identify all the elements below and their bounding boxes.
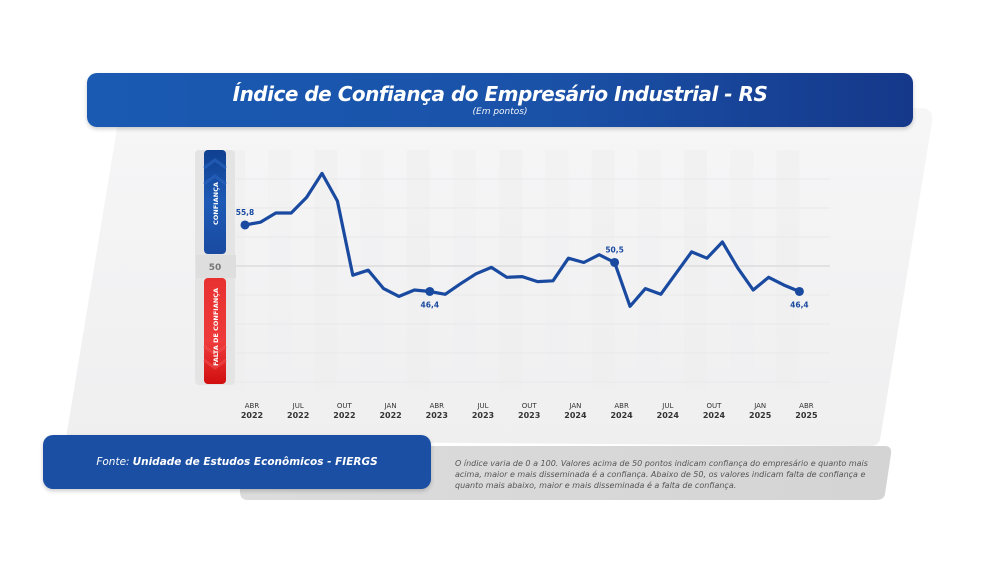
x-tick-label: JUL 2024 bbox=[648, 402, 688, 420]
column-bands bbox=[222, 150, 800, 390]
x-tick-label: ABR 2022 bbox=[232, 402, 272, 420]
gauge-no-confidence-bar bbox=[204, 278, 226, 384]
gauge-threshold-box bbox=[196, 255, 236, 278]
chart-title: Índice de Confiança do Empresário Indust… bbox=[232, 82, 768, 106]
x-tick-year: 2024 bbox=[610, 411, 633, 420]
x-tick-label: JAN 2024 bbox=[555, 402, 595, 420]
x-tick-year: 2022 bbox=[333, 411, 356, 420]
x-tick-month: JUL bbox=[477, 402, 489, 410]
column-band bbox=[360, 150, 384, 390]
x-tick-month: JAN bbox=[754, 402, 767, 410]
x-tick-year: 2024 bbox=[564, 411, 587, 420]
x-tick-month: OUT bbox=[336, 402, 352, 410]
x-tick-month: JUL bbox=[292, 402, 304, 410]
title-banner: Índice de Confiança do Empresário Indust… bbox=[87, 73, 913, 127]
x-tick-label: ABR 2025 bbox=[786, 402, 826, 420]
x-tick-month: ABR bbox=[614, 402, 629, 410]
x-tick-month: ABR bbox=[799, 402, 814, 410]
x-tick-label: OUT 2023 bbox=[509, 402, 549, 420]
gauge-confidence-bar bbox=[204, 150, 226, 254]
data-point-marker bbox=[240, 220, 250, 230]
x-tick-label: ABR 2024 bbox=[602, 402, 642, 420]
x-tick-month: JUL bbox=[662, 402, 674, 410]
x-tick-year: 2025 bbox=[749, 411, 772, 420]
source-name: Unidade de Estudos Econômicos - FIERGS bbox=[132, 456, 378, 468]
methodology-note: O índice varia de 0 a 100. Valores acima… bbox=[455, 459, 868, 490]
x-tick-year: 2023 bbox=[425, 411, 448, 420]
x-tick-month: JAN bbox=[384, 402, 397, 410]
column-band bbox=[591, 150, 615, 390]
x-tick-year: 2025 bbox=[795, 411, 818, 420]
data-point-marker bbox=[794, 286, 804, 296]
x-tick-month: ABR bbox=[429, 402, 445, 410]
column-band bbox=[730, 150, 754, 390]
data-label: 50,5 bbox=[605, 245, 624, 254]
source-prefix: Fonte: bbox=[96, 456, 130, 468]
x-tick-label: JAN 2022 bbox=[371, 402, 411, 420]
x-tick-year: 2022 bbox=[240, 411, 264, 420]
x-tick-label: ABR 2023 bbox=[417, 402, 457, 420]
x-tick-month: ABR bbox=[244, 402, 260, 410]
x-tick-month: JAN bbox=[569, 402, 582, 410]
source-banner: Fonte: Unidade de Estudos Econômicos - F… bbox=[43, 435, 431, 489]
data-point-marker bbox=[425, 286, 435, 296]
column-band bbox=[637, 150, 661, 390]
x-tick-label: JAN 2025 bbox=[740, 402, 780, 420]
column-band bbox=[314, 150, 338, 390]
column-band bbox=[406, 150, 430, 390]
gauge-no-confidence-label: FALTA DE CONFIANÇA bbox=[212, 288, 220, 366]
x-tick-year: 2023 bbox=[471, 411, 495, 420]
data-label: 46,4 bbox=[421, 300, 440, 309]
x-tick-year: 2022 bbox=[287, 411, 310, 420]
x-tick-label: OUT 2022 bbox=[324, 402, 364, 420]
x-tick-year: 2023 bbox=[518, 411, 541, 420]
x-tick-year: 2022 bbox=[379, 411, 402, 420]
x-tick-label: JUL 2023 bbox=[463, 402, 503, 420]
column-band bbox=[684, 150, 707, 390]
x-tick-year: 2024 bbox=[702, 411, 726, 420]
column-band bbox=[776, 150, 800, 390]
data-label: 55,8 bbox=[236, 208, 255, 217]
gauge-threshold-label: 50 bbox=[209, 263, 222, 273]
x-tick-label: JUL 2022 bbox=[278, 402, 318, 420]
chart-subtitle: (Em pontos) bbox=[472, 107, 528, 117]
column-band bbox=[268, 150, 292, 390]
gauge-confidence-label: CONFIANÇA bbox=[212, 182, 220, 225]
column-band bbox=[499, 150, 523, 390]
column-band bbox=[453, 150, 476, 390]
x-tick-month: OUT bbox=[706, 402, 722, 410]
data-point-marker bbox=[610, 257, 620, 267]
x-tick-year: 2024 bbox=[656, 411, 679, 420]
column-band bbox=[545, 150, 569, 390]
x-tick-month: OUT bbox=[521, 402, 537, 410]
x-tick-label: OUT 2024 bbox=[694, 402, 734, 420]
horizontal-gridlines bbox=[236, 178, 830, 383]
series-line-icei bbox=[243, 171, 801, 308]
data-label: 46,4 bbox=[790, 300, 809, 309]
